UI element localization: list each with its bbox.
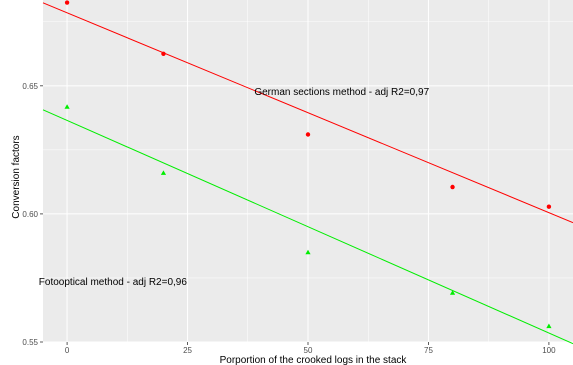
- point-fotooptical: [305, 249, 311, 255]
- data-points: [64, 0, 552, 329]
- point-fotooptical: [64, 104, 70, 109]
- x-tick-label: 100: [542, 346, 556, 355]
- y-axis-ticks: 0.55 0.60 0.65: [22, 82, 43, 347]
- annotation-german-sections: German sections method - adj R2=0,97: [254, 87, 429, 98]
- grid-major: [43, 0, 573, 343]
- x-tick-label: 75: [424, 346, 433, 355]
- point-fotooptical: [449, 290, 456, 295]
- x-tick-label: 25: [183, 346, 192, 355]
- point-german: [161, 51, 166, 56]
- x-axis-ticks: 0 25 50 75 100: [65, 342, 556, 355]
- y-tick-label: 0.60: [22, 210, 38, 219]
- x-tick-label: 0: [65, 346, 70, 355]
- point-german: [64, 0, 70, 5]
- fit-line-fotooptical: [42, 109, 573, 345]
- annotation-fotooptical: Fotooptical method - adj R2=0,96: [39, 277, 188, 288]
- point-german: [305, 132, 311, 137]
- point-german: [546, 204, 552, 209]
- point-fotooptical: [160, 170, 167, 175]
- fit-line-german: [42, 2, 573, 224]
- x-tick-label: 50: [304, 346, 313, 355]
- y-tick-label: 0.65: [22, 82, 38, 91]
- y-axis-title: Conversion factors: [11, 135, 22, 218]
- point-german: [450, 184, 455, 190]
- point-fotooptical: [546, 323, 552, 329]
- y-tick-label: 0.55: [22, 338, 38, 347]
- fit-lines: [42, 2, 573, 345]
- x-axis-title: Porportion of the crooked logs in the st…: [220, 355, 408, 365]
